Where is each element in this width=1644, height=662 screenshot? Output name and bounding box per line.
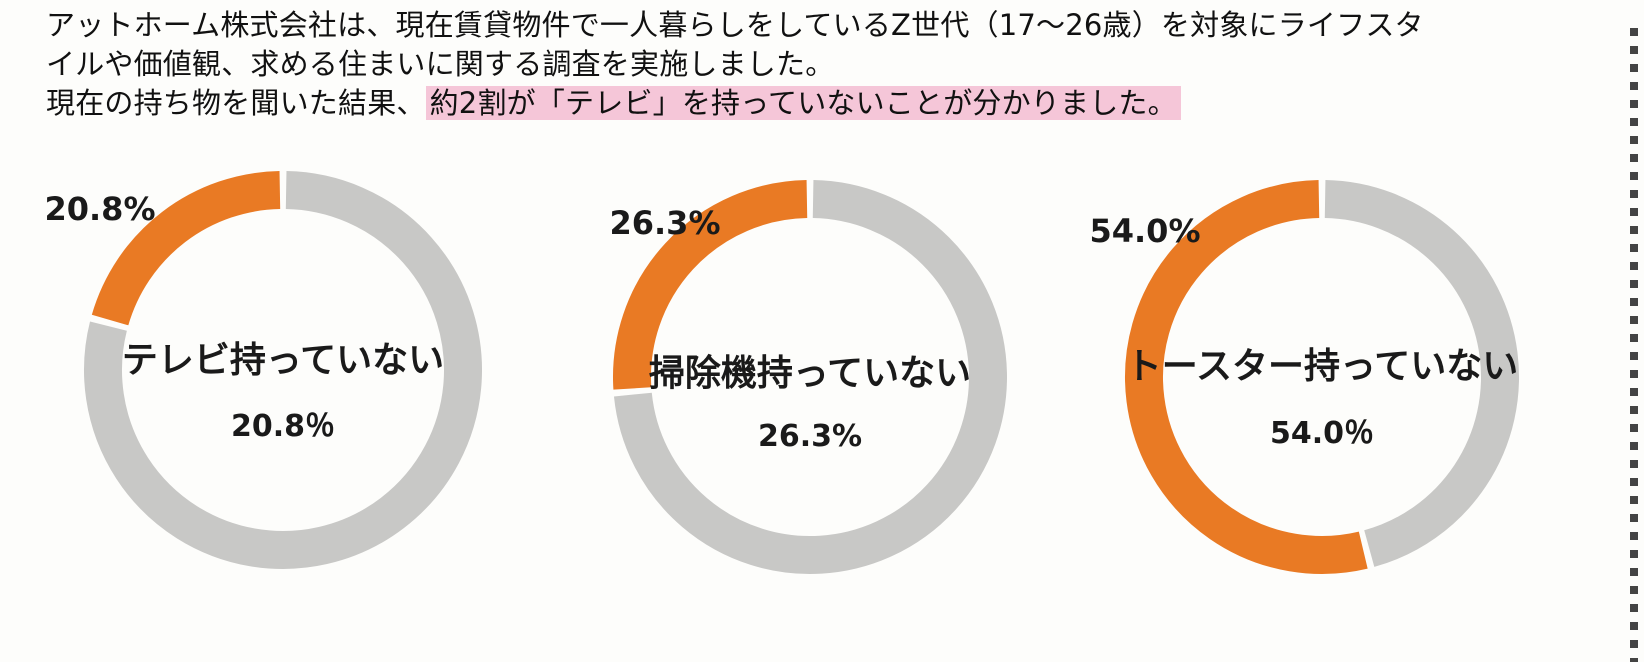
intro-line-3: 現在の持ち物を聞いた結果、 約2割が「テレビ」を持っていないことが分かりました。 [46, 84, 1636, 123]
intro-line-1: アットホーム株式会社は、現在賃貸物件で一人暮らしをしているZ世代（17～26歳）… [46, 8, 1424, 42]
donut-center-value: 26.3% [758, 419, 862, 454]
intro-line-2: イルや価値観、求める住まいに関する調査を実施しました。 [46, 47, 835, 81]
donut-data-label: 20.8% [44, 190, 155, 228]
donut-center-title: トースター持っていない [1126, 346, 1518, 387]
donut-slice-not-owned [1125, 180, 1368, 574]
donut-slice-remainder [1324, 180, 1519, 567]
donut-center-value: 20.8％ [231, 409, 335, 444]
intro-line-3-plain: 現在の持ち物を聞いた結果、 [46, 86, 426, 120]
page-edge-marks [1630, 28, 1638, 662]
intro-highlight: 約2割が「テレビ」を持っていないことが分かりました。 [425, 86, 1181, 120]
donut-data-label: 54.0% [1089, 212, 1200, 250]
donut-slice-not-owned [91, 171, 281, 326]
donut-slice-remainder [84, 171, 482, 569]
donut-chart-3: トースター持っていない 54.0％ 54.0% [1089, 180, 1519, 574]
donut-center-value: 54.0％ [1270, 416, 1374, 451]
donut-data-label: 26.3% [609, 204, 720, 242]
donut-chart-1: テレビ持っていない 20.8％ 20.8% [44, 171, 482, 569]
donut-chart-2: 掃除機持っていない 26.3% 26.3% [609, 180, 1007, 574]
donut-center-title: テレビ持っていない [122, 340, 444, 381]
intro-text: アットホーム株式会社は、現在賃貸物件で一人暮らしをしているZ世代（17～26歳）… [46, 6, 1636, 123]
donut-slice-remainder [613, 180, 1007, 574]
donut-slice-not-owned [613, 180, 808, 390]
donut-center-title: 掃除機持っていない [649, 353, 971, 394]
